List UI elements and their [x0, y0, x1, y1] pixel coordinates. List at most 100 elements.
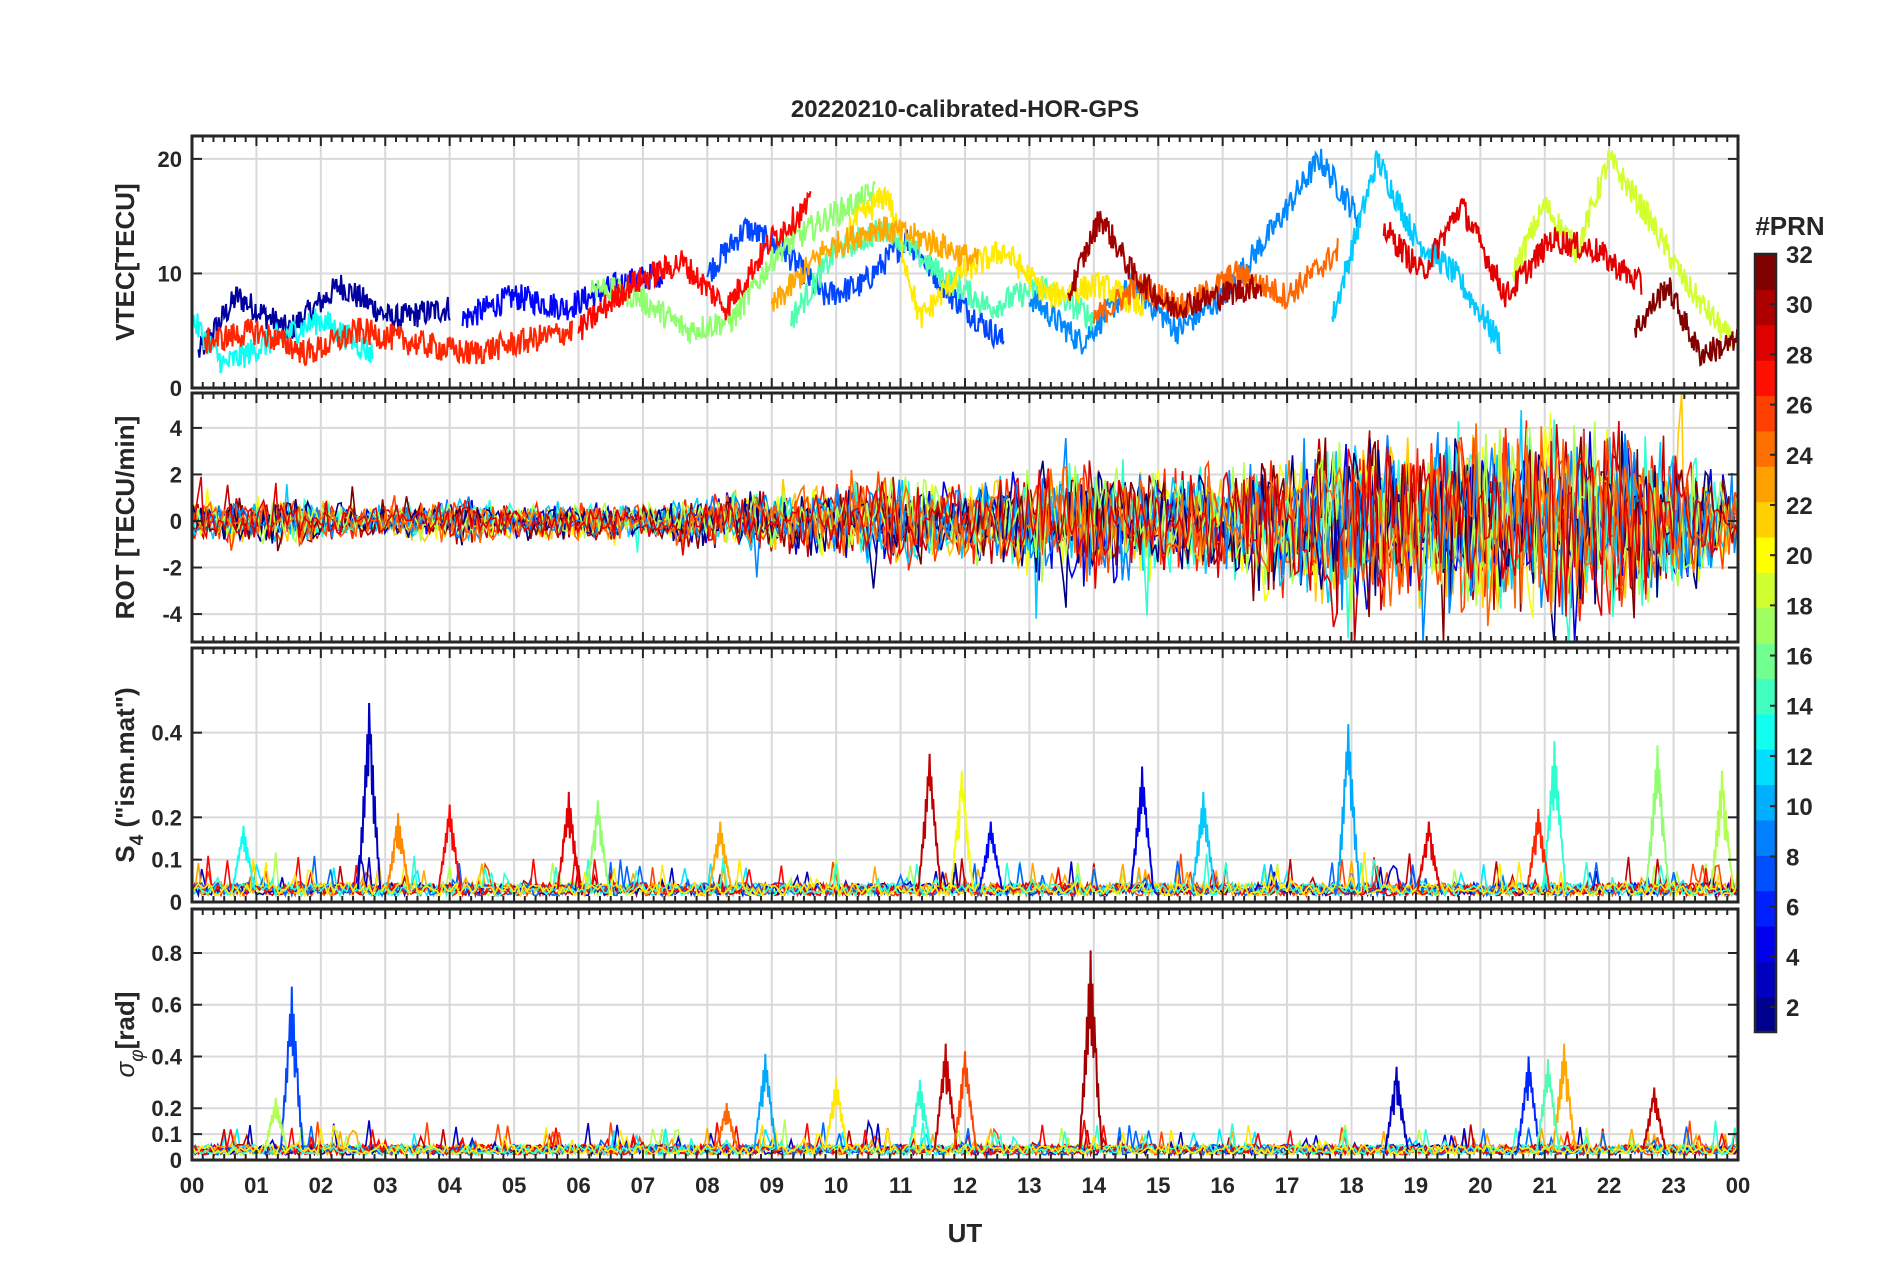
x-tick-label: 20 [1468, 1173, 1492, 1198]
y-tick-label: 0.2 [151, 1096, 182, 1121]
y-axis-label-main: S [110, 845, 140, 862]
x-tick-label: 00 [1726, 1173, 1750, 1198]
x-tick-label: 00 [180, 1173, 204, 1198]
peak-prn-14 [1542, 741, 1567, 890]
peak-prn-24 [385, 813, 411, 890]
peak-prn-29 [556, 791, 582, 890]
colorbar-segment [1755, 324, 1776, 361]
peak-prn-4 [1129, 766, 1155, 890]
x-tick-label: 16 [1210, 1173, 1234, 1198]
y-tick-label: 0.8 [151, 941, 182, 966]
peak-prn-29 [1416, 821, 1442, 890]
y-axis-label-rot: ROT [TECU/min] [110, 416, 140, 620]
ticks-rot [191, 393, 1739, 642]
peak-prn-10 [1336, 724, 1361, 890]
y-tick-label: 0 [170, 890, 182, 915]
x-tick-label: 14 [1082, 1173, 1107, 1198]
peak-prn-30 [917, 753, 942, 890]
peak-prn-31 [1078, 950, 1103, 1150]
peak-prn-7 [279, 986, 305, 1150]
colorbar-segment [1755, 890, 1776, 927]
y-tick-label: 0.1 [151, 1122, 182, 1147]
panel-s4: 00.10.20.4S4 ("ism.mat") [110, 646, 1740, 915]
peak-prn-10 [753, 1053, 778, 1150]
y-tick-label: -4 [162, 602, 182, 627]
colorbar-segment [1755, 289, 1776, 326]
x-tick-label: 18 [1339, 1173, 1363, 1198]
colorbar-segment [1755, 466, 1776, 503]
colorbar-tick-label: 24 [1786, 443, 1813, 470]
y-tick-label: 10 [158, 261, 182, 286]
series-group-vtec [192, 148, 1738, 374]
y-tick-label: -2 [162, 556, 182, 581]
peak-prn-11 [1191, 791, 1216, 890]
peak-prn-30 [1642, 1087, 1667, 1150]
vtec-line-prn-11 [1331, 150, 1501, 355]
y-tick-label: 0 [170, 1148, 182, 1173]
colorbar-tick-label: 30 [1786, 292, 1813, 319]
peak-prn-5 [978, 821, 1003, 890]
peak-prn-25 [714, 1103, 739, 1150]
colorbar-segment [1755, 360, 1776, 397]
peak-prn-21 [823, 1077, 849, 1150]
y-axis-label-s4: S4 ("ism.mat") [110, 687, 148, 862]
y-tick-label: 20 [158, 147, 182, 172]
vtec-line-prn-9 [1028, 148, 1359, 355]
y-tick-label: 0.4 [151, 721, 182, 746]
x-tick-label: 01 [244, 1173, 268, 1198]
peak-prn-27 [1526, 808, 1551, 890]
y-tick-label: 0 [170, 376, 182, 401]
peak-prn-26 [952, 1051, 978, 1150]
x-tick-label: 19 [1404, 1173, 1428, 1198]
ticks-sigma_phi [191, 909, 1739, 1161]
x-tick-label: 17 [1275, 1173, 1299, 1198]
vtec-line-prn-7 [706, 216, 1005, 350]
x-tick-label: 23 [1661, 1173, 1685, 1198]
vtec-line-prn-29 [1382, 197, 1643, 308]
peak-prn-17 [585, 800, 611, 890]
baseline-line-prn-14 [192, 853, 1738, 899]
colorbar-tick-label: 12 [1786, 744, 1813, 771]
panel-vtec: 0 10 20 VTEC[TECU] [110, 134, 1740, 401]
x-tick-label: 06 [566, 1173, 590, 1198]
x-tick-label: 10 [824, 1173, 848, 1198]
ticks-vtec [191, 136, 1739, 389]
colorbar-tick-label: 16 [1786, 644, 1813, 671]
vtec-line-prn-28 [577, 191, 812, 340]
colorbar-tick-label: 18 [1786, 593, 1813, 620]
y-tick-label: 2 [170, 462, 182, 487]
colorbar-tick-label: 22 [1786, 493, 1813, 520]
x-tick-label: 02 [309, 1173, 333, 1198]
colorbar-segment [1755, 713, 1776, 750]
peak-prn-23 [1551, 1043, 1577, 1150]
vtec-line-prn-32 [1633, 277, 1738, 367]
colorbar-segment [1755, 678, 1776, 715]
peak-prn-20 [949, 770, 975, 890]
x-tick-label: 11 [889, 1173, 912, 1198]
y-axis-label-rest: [rad] [110, 992, 140, 1050]
y-tick-label: 0.6 [151, 993, 182, 1018]
x-tick-label: 03 [373, 1173, 397, 1198]
colorbar-tick-label: 4 [1786, 945, 1800, 972]
x-tick-label: 22 [1597, 1173, 1621, 1198]
y-axis-label-main: σ [110, 1060, 140, 1077]
x-tick-label: 04 [437, 1173, 462, 1198]
peak-prn-28 [437, 804, 462, 890]
y-tick-label: 0 [170, 509, 182, 534]
colorbar-segment [1755, 395, 1776, 432]
y-axis-label-sub: φ [127, 1049, 148, 1061]
y-axis-label-rest: ("ism.mat") [110, 687, 140, 834]
peak-prn-17 [1645, 745, 1670, 890]
colorbar-segment [1755, 819, 1776, 856]
vtec-line-prn-2 [197, 274, 451, 358]
peak-prn-13 [231, 825, 256, 890]
colorbar-segment [1755, 749, 1776, 786]
x-tick-label: 15 [1146, 1173, 1170, 1198]
y-axis-label-vtec: VTEC[TECU] [110, 183, 140, 340]
y-tick-label: 0.4 [151, 1044, 182, 1069]
y-axis-label-sub: 4 [127, 834, 148, 845]
